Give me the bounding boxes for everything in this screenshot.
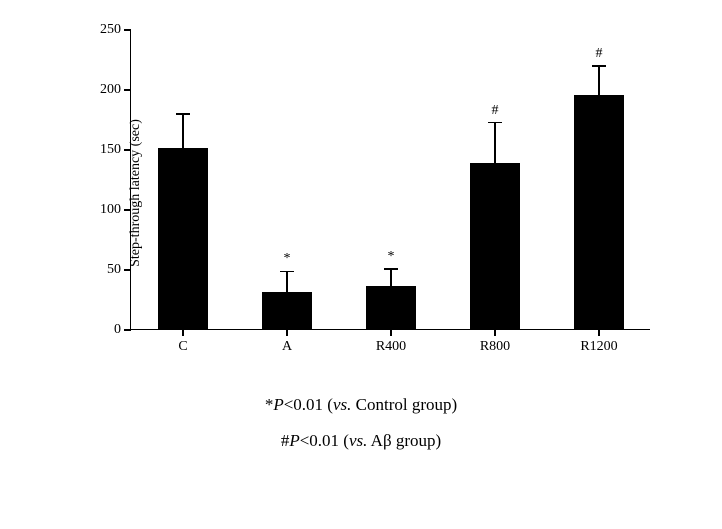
bar-chart: Step-through latency (sec) 0501001502002… [70,20,660,365]
y-tick [124,269,131,271]
significance-marker: # [492,103,499,119]
caption-1-post: <0.01 ( [284,395,333,414]
bar [470,163,520,329]
bar [574,95,624,329]
caption-area: *P<0.01 (vs. Control group) #P<0.01 (vs.… [0,395,722,467]
y-tick-label: 200 [100,82,121,98]
x-tick-label: R1200 [580,339,617,355]
error-bar [182,114,184,148]
y-tick-label: 150 [100,142,121,158]
caption-1-p: P [273,395,283,414]
error-bar [390,269,392,286]
significance-marker: * [388,249,395,265]
y-tick-label: 50 [107,262,121,278]
error-cap [280,271,294,273]
caption-line-1: *P<0.01 (vs. Control group) [0,395,722,415]
caption-line-2: #P<0.01 (vs. Aβ group) [0,431,722,451]
x-tick-label: C [178,339,187,355]
y-tick-label: 100 [100,202,121,218]
x-tick [390,329,392,336]
y-tick [124,89,131,91]
y-tick-label: 0 [114,322,121,338]
error-bar [494,123,496,164]
error-cap [488,122,502,124]
x-tick [598,329,600,336]
caption-1-end: Control group) [351,395,457,414]
error-bar [598,66,600,95]
error-cap [592,65,606,67]
x-tick-label: A [282,339,292,355]
caption-2-ab: Aβ group) [367,431,441,450]
caption-2-post: <0.01 ( [300,431,349,450]
y-tick [124,329,131,331]
significance-marker: # [596,46,603,62]
error-cap [384,268,398,270]
x-tick [182,329,184,336]
caption-2-p: P [289,431,299,450]
caption-2-vs: vs. [349,431,367,450]
significance-marker: * [284,251,291,267]
error-cap [176,113,190,115]
x-tick-label: R800 [480,339,510,355]
x-tick [494,329,496,336]
plot-area: 050100150200250CA*R400*R800#R1200# [130,30,650,330]
x-tick [286,329,288,336]
bar [158,148,208,329]
y-tick [124,209,131,211]
caption-1-vs: vs. [333,395,351,414]
y-tick [124,29,131,31]
y-tick-label: 250 [100,22,121,38]
x-tick-label: R400 [376,339,406,355]
bar [366,286,416,329]
bar [262,292,312,329]
y-tick [124,149,131,151]
error-bar [286,271,288,291]
